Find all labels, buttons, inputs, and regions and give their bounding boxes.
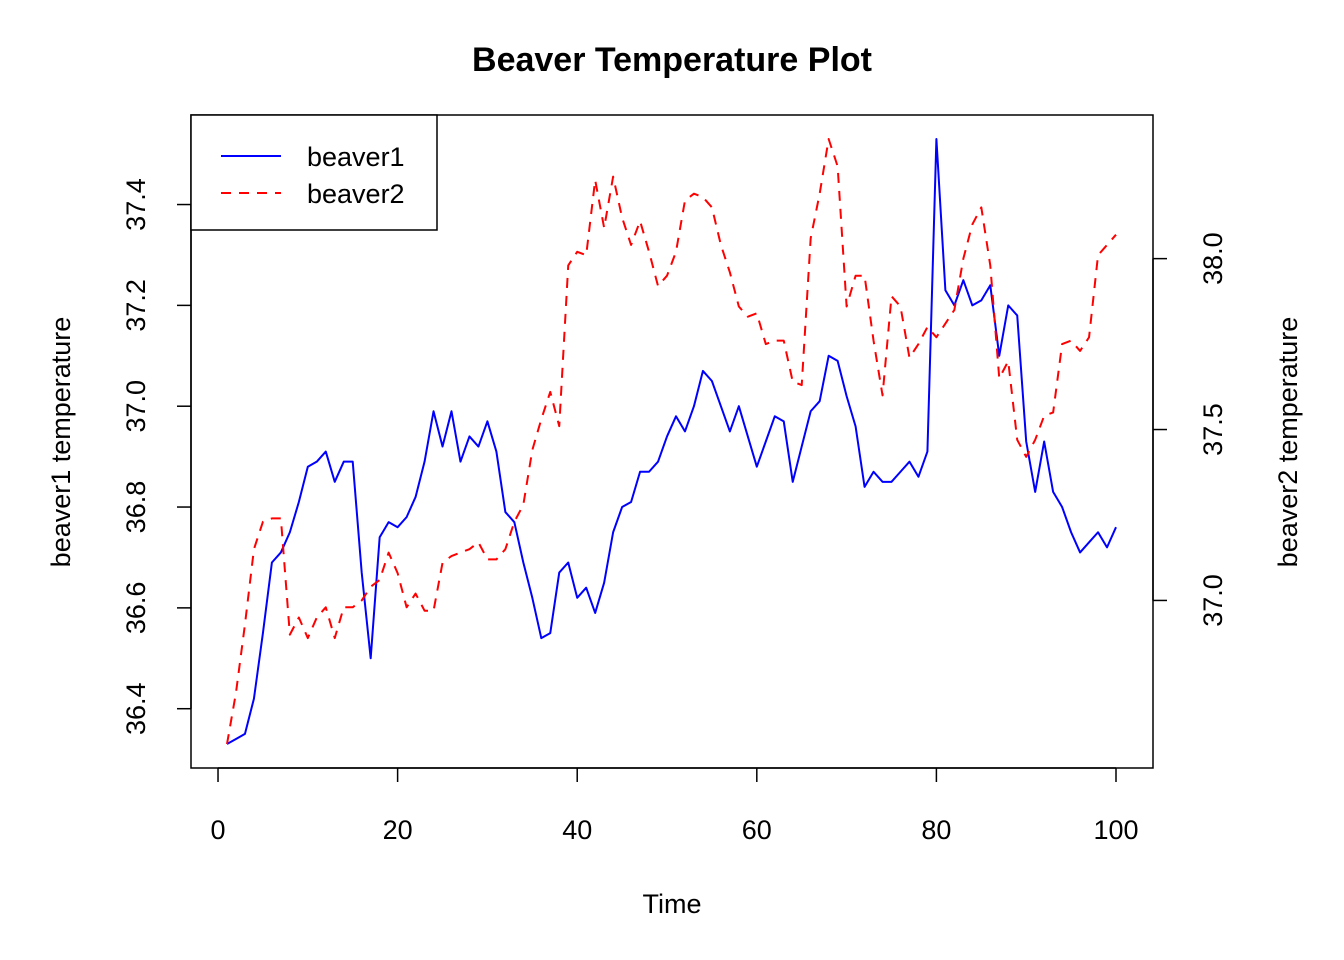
y-tick-label: 37.0: [121, 380, 151, 433]
chart-title: Beaver Temperature Plot: [472, 41, 872, 79]
y2-tick-label: 37.5: [1198, 403, 1228, 456]
series-line-beaver2: [226, 138, 1117, 745]
x-tick-label: 0: [211, 815, 226, 845]
y-tick-label: 37.4: [121, 178, 151, 231]
series-lines: [226, 138, 1117, 745]
legend-box: [190, 114, 438, 231]
y-tick-label: 36.6: [121, 582, 151, 635]
y2-axis-label: beaver2 temperature: [1273, 317, 1303, 568]
x-axis-label: Time: [643, 889, 702, 919]
legend: beaver1 beaver2: [190, 114, 438, 231]
y-axis-right: 37.0 37.5 38.0: [1152, 232, 1228, 627]
x-tick-label: 20: [383, 815, 413, 845]
y-axis-left: 36.4 36.6 36.8 37.0 37.2 37.4: [121, 178, 192, 735]
x-axis: 0 20 40 60 80 100: [211, 767, 1139, 845]
x-tick-label: 100: [1093, 815, 1138, 845]
y-tick-label: 37.2: [121, 279, 151, 332]
series-line-beaver1: [226, 138, 1117, 745]
y-tick-label: 36.4: [121, 682, 151, 735]
x-tick-label: 80: [921, 815, 951, 845]
y-axis-label: beaver1 temperature: [46, 317, 76, 568]
x-tick-label: 40: [562, 815, 592, 845]
x-tick-label: 60: [742, 815, 772, 845]
y-tick-label: 36.8: [121, 481, 151, 534]
y2-tick-label: 37.0: [1198, 574, 1228, 627]
y2-tick-label: 38.0: [1198, 232, 1228, 285]
legend-label-beaver1: beaver1: [307, 142, 405, 172]
legend-label-beaver2: beaver2: [307, 179, 405, 209]
